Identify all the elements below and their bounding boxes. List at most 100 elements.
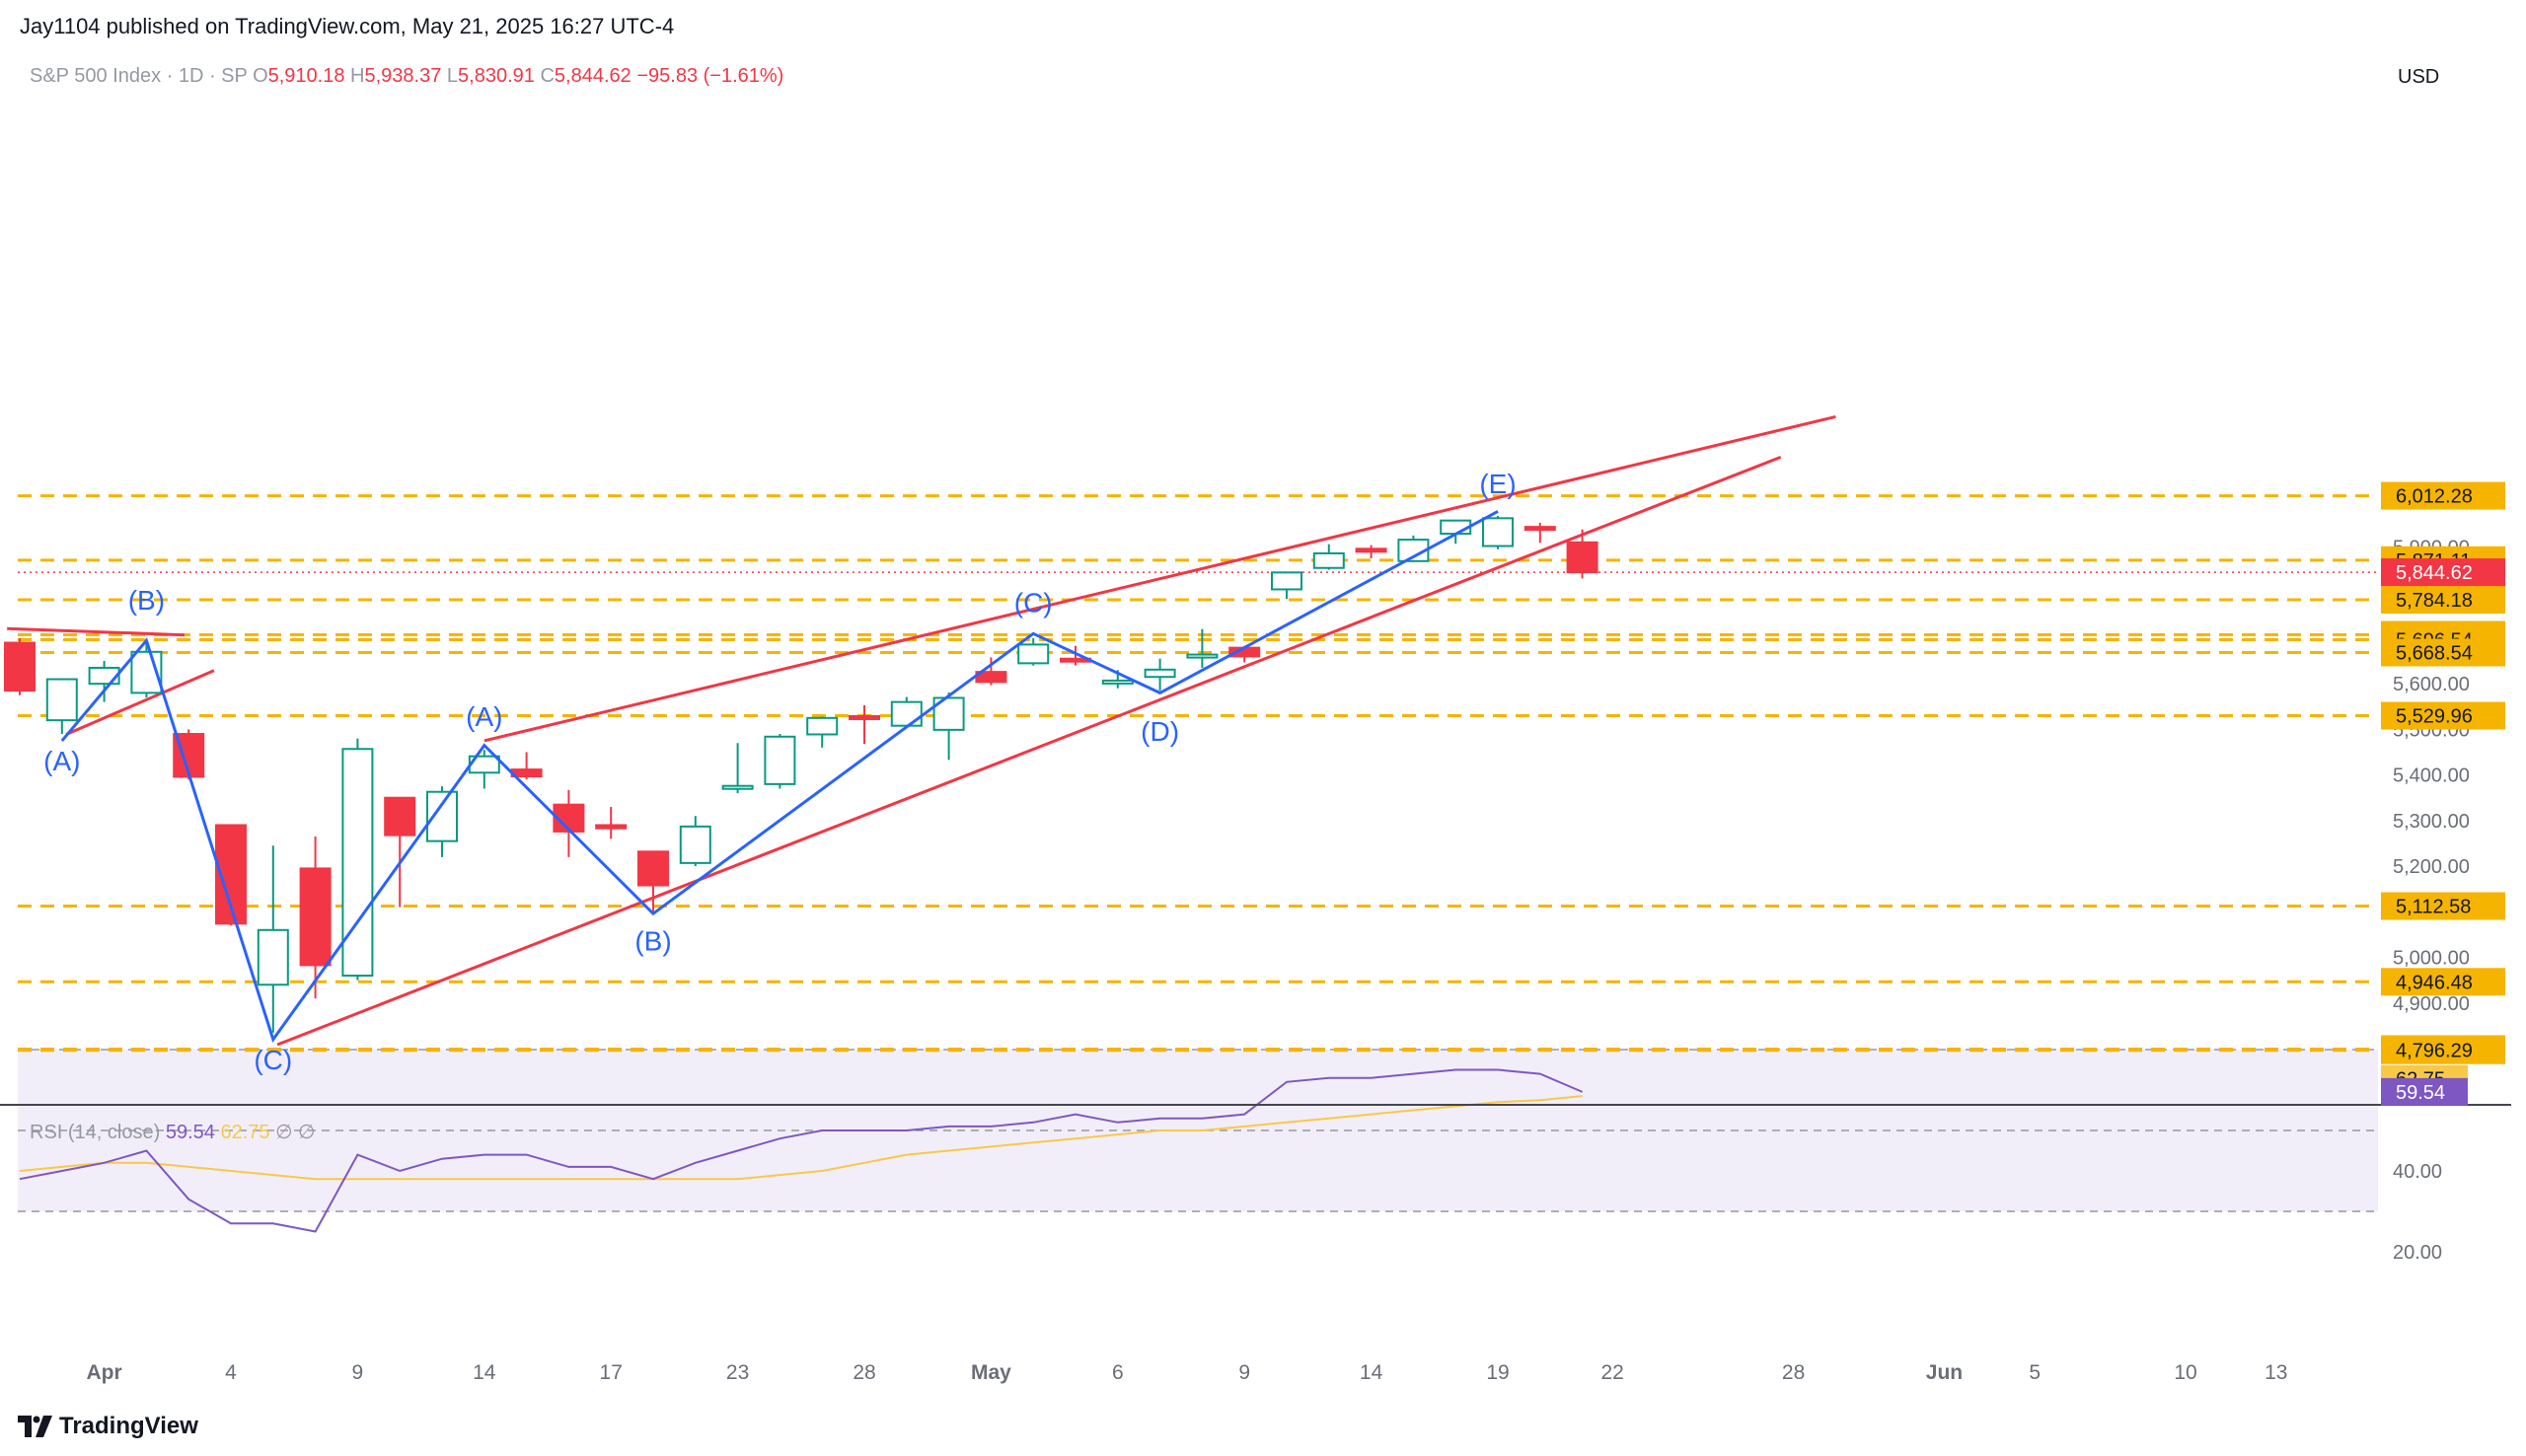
upper-trendline xyxy=(483,414,1836,743)
level-badge-8 xyxy=(2381,968,2505,996)
x-tick-1: 4 xyxy=(225,1361,237,1384)
currency-label: USD xyxy=(2398,66,2439,88)
x-tick-4: 17 xyxy=(600,1361,623,1384)
candle-body-37 xyxy=(1566,541,1598,574)
early-lower-trendline xyxy=(65,669,215,736)
rsi-lines xyxy=(19,1068,1583,1233)
x-tick-15: 5 xyxy=(2029,1361,2041,1384)
candle-body-28 xyxy=(1186,653,1219,659)
level-badge-text-8: 4,946.48 xyxy=(2396,972,2473,993)
level-badge-6 xyxy=(2381,701,2505,730)
wave-label-0: (A) xyxy=(43,746,80,776)
brand[interactable]: TradingView xyxy=(18,1413,198,1440)
x-tick-6: 28 xyxy=(853,1361,875,1384)
x-tick-7: May xyxy=(971,1361,1011,1384)
change-value: −95.83 (−1.61%) xyxy=(636,65,784,87)
x-tick-0: Apr xyxy=(87,1361,122,1384)
level-badge-0 xyxy=(2381,481,2505,510)
last-price-badge-text: 5,844.62 xyxy=(2396,562,2473,584)
x-tick-14: Jun xyxy=(1926,1361,1963,1384)
candle-body-30 xyxy=(1271,571,1302,591)
high-value: 5,938.37 xyxy=(364,65,442,87)
close-label: C xyxy=(540,65,555,87)
candle-body-31 xyxy=(1312,551,1345,569)
candles xyxy=(4,516,1598,1033)
price-tick-4: 5,400.00 xyxy=(2393,765,2470,787)
price-tick-0: 4,900.00 xyxy=(2393,993,2470,1015)
candle-body-2 xyxy=(88,666,120,686)
rsi-badge xyxy=(2381,1077,2468,1106)
rsi-value: 59.54 xyxy=(165,1122,215,1143)
x-tick-11: 19 xyxy=(1486,1361,1509,1384)
rsi-badge-text: 59.54 xyxy=(2396,1082,2445,1104)
x-tick-16: 10 xyxy=(2174,1361,2196,1384)
candle-body-26 xyxy=(1101,679,1134,685)
candle-body-14 xyxy=(595,824,628,830)
price-tick-2: 5,200.00 xyxy=(2393,856,2470,878)
price-tick-3: 5,300.00 xyxy=(2393,811,2470,833)
symbol-legend: S&P 500 Index · 1D · SP O5,910.18 H5,938… xyxy=(30,65,783,88)
level-badge-text-2: 5,784.18 xyxy=(2396,590,2473,612)
candle-body-17 xyxy=(721,784,754,790)
candle-body-16 xyxy=(679,825,711,864)
candle-body-21 xyxy=(890,700,923,727)
candle-body-35 xyxy=(1482,517,1514,547)
candle-body-0 xyxy=(4,641,36,692)
close-value: 5,844.62 xyxy=(554,65,632,87)
early-upper-trendline xyxy=(7,626,185,637)
level-badge-7 xyxy=(2381,892,2505,920)
open-value: 5,910.18 xyxy=(267,65,345,87)
low-value: 5,830.91 xyxy=(458,65,535,87)
candle-body-8 xyxy=(341,748,374,978)
rsi-label: RSI (14, close) xyxy=(30,1122,161,1143)
level-badge-text-7: 5,112.58 xyxy=(2396,896,2471,917)
level-lines xyxy=(18,494,2378,1053)
candle-body-20 xyxy=(849,714,880,720)
x-tick-13: 28 xyxy=(1782,1361,1805,1384)
candle-body-36 xyxy=(1523,526,1556,532)
wave-path xyxy=(60,510,1499,1044)
x-tick-10: 14 xyxy=(1360,1361,1383,1384)
rsi-extra: ∅ ∅ xyxy=(275,1122,316,1143)
symbol-name: S&P 500 Index · 1D · SP xyxy=(30,65,248,87)
candle-body-27 xyxy=(1144,668,1176,679)
level-badge-text-6: 5,529.96 xyxy=(2396,706,2473,728)
rsi-legend: RSI (14, close) 59.54 62.75 ∅ ∅ xyxy=(30,1120,315,1144)
candle-body-19 xyxy=(806,716,839,736)
candle-body-32 xyxy=(1355,547,1387,553)
x-tick-8: 6 xyxy=(1112,1361,1124,1384)
axes: USD xyxy=(0,66,2511,1106)
low-label: L xyxy=(446,65,459,87)
wave-label-5: (C) xyxy=(1014,587,1053,618)
candle-body-9 xyxy=(384,796,416,837)
price-tick-6: 5,600.00 xyxy=(2393,674,2470,695)
rsi-ma-line xyxy=(19,1095,1583,1181)
trendlines xyxy=(7,414,1836,1047)
x-tick-5: 23 xyxy=(726,1361,749,1384)
rsi-tick-0: 40.00 xyxy=(2393,1161,2442,1183)
x-tick-12: 22 xyxy=(1600,1361,1623,1384)
axis-labels: (A) (B) (C) (A) (B) (C) (D) (E) 4,900.00 5,000.00… xyxy=(43,469,2505,1384)
x-tick-17: 13 xyxy=(2265,1361,2287,1384)
wave-label-1: (B) xyxy=(128,585,165,616)
level-badge-2 xyxy=(2381,586,2505,615)
rsi-line xyxy=(19,1068,1583,1233)
candle-body-1 xyxy=(45,678,78,722)
level-badge-5 xyxy=(2381,638,2505,667)
candle-body-15 xyxy=(637,850,669,887)
wave-label-2: (C) xyxy=(254,1045,292,1075)
candle-body-7 xyxy=(299,867,332,967)
wave-label-4: (B) xyxy=(634,926,671,957)
publisher-line: Jay1104 published on TradingView.com, Ma… xyxy=(20,14,675,38)
x-tick-2: 9 xyxy=(352,1361,364,1384)
level-badge-text-5: 5,668.54 xyxy=(2396,642,2473,664)
wave-label-6: (D) xyxy=(1141,716,1179,747)
wave-polyline xyxy=(60,510,1499,1044)
last-price-badge xyxy=(2381,558,2505,587)
candle-body-6 xyxy=(257,928,289,986)
level-badge-text-10: 4,796.29 xyxy=(2396,1041,2473,1062)
x-tick-9: 9 xyxy=(1238,1361,1250,1384)
level-badge-text-0: 6,012.28 xyxy=(2396,486,2473,508)
candle-body-24 xyxy=(1017,643,1050,665)
